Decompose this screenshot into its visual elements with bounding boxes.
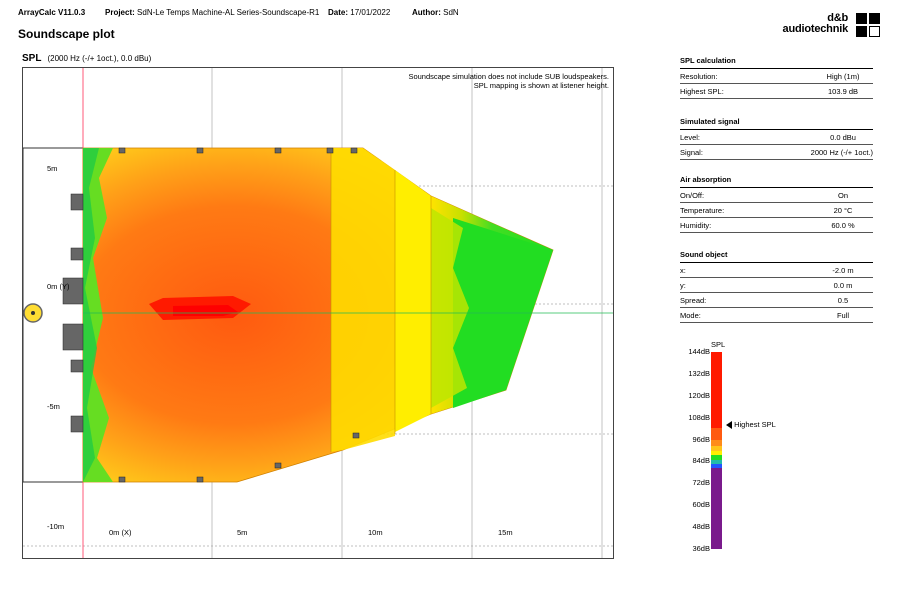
project-name: SdN-Le Temps Machine-AL Series-Soundscap… — [137, 8, 320, 17]
logo-squares-icon — [856, 13, 880, 37]
date-value: 17/01/2022 — [350, 8, 391, 17]
x-label-15m: 15m — [498, 528, 513, 537]
y-label-minus10m: -10m — [47, 522, 65, 531]
brand-logo: d&b audiotechnik — [776, 12, 880, 42]
legend-tick: 132dB — [688, 368, 710, 378]
y-row: y: 0.0 m — [680, 278, 873, 293]
humidity-row: Humidity: 60.0 % — [680, 218, 873, 233]
legend-tick: 120dB — [688, 390, 710, 400]
spl-heading: SPL (2000 Hz (-/+ 1oct.), 0.0 dBu) — [22, 53, 152, 64]
speaker-markers — [62, 147, 360, 483]
legend-tick: 60dB — [692, 500, 710, 510]
mode-row: Mode: Full — [680, 308, 873, 323]
level-row: Level: 0.0 dBu — [680, 130, 873, 145]
soundscape-plot[interactable]: Soundscape simulation does not include S… — [22, 67, 614, 559]
author-info: Author: SdN — [412, 8, 459, 17]
legend-title: SPL — [711, 340, 726, 349]
spl-subtitle: (2000 Hz (-/+ 1oct.), 0.0 dBu) — [47, 54, 152, 63]
highest-spl-row: Highest SPL: 103.9 dB — [680, 84, 873, 99]
pointer-left-icon — [726, 421, 732, 430]
spread-row: Spread: 0.5 — [680, 293, 873, 308]
simulation-note: Soundscape simulation does not include S… — [408, 72, 609, 90]
legend-tick: 72dB — [692, 478, 710, 488]
date-info: Date: 17/01/2022 — [328, 8, 391, 17]
x-label-10m: 10m — [368, 528, 383, 537]
onoff-row: On/Off: On — [680, 188, 873, 203]
x-label-0m: 0m (X) — [109, 528, 132, 537]
legend-tick: 48dB — [692, 522, 710, 532]
simulated-signal-panel: Simulated signal Level: 0.0 dBu Signal: 20… — [680, 117, 873, 160]
spl-calculation-panel: SPL calculation Resolution: High (1m) Hig… — [680, 56, 873, 99]
sound-object-panel: Sound object x: -2.0 m y: 0.0 m Spread: 0.5… — [680, 250, 873, 323]
air-absorption-panel: Air absorption On/Off: On Temperature: 20 … — [680, 175, 873, 233]
legend-tick: 108dB — [688, 412, 710, 422]
legend-color-bar — [711, 352, 722, 549]
temperature-row: Temperature: 20 °C — [680, 203, 873, 218]
project-info: Project: SdN-Le Temps Machine-AL Series-… — [105, 8, 320, 17]
spl-map-graphic — [23, 68, 613, 558]
legend-tick: 84dB — [692, 456, 710, 466]
page-title: Soundscape plot — [18, 27, 115, 41]
signal-row: Signal: 2000 Hz (-/+ 1oct.) — [680, 145, 873, 160]
y-label-minus5m: -5m — [47, 402, 60, 411]
spl-color-legend: SPL 144dB 132dB 120dB 108dB 96dB 84dB 72dB 60dB… — [680, 340, 780, 558]
author-value: SdN — [443, 8, 459, 17]
legend-tick: 36dB — [692, 544, 710, 553]
x-row: x: -2.0 m — [680, 263, 873, 278]
y-label-0m: 0m (Y) — [47, 282, 70, 291]
highest-spl-marker: Highest SPL — [726, 420, 776, 430]
x-label-5m: 5m — [237, 528, 248, 537]
legend-tick: 144dB — [688, 347, 710, 356]
y-label-5m: 5m — [47, 164, 58, 173]
app-version: ArrayCalc V11.0.3 — [18, 8, 86, 17]
legend-tick: 96dB — [692, 434, 710, 444]
resolution-row: Resolution: High (1m) — [680, 69, 873, 84]
